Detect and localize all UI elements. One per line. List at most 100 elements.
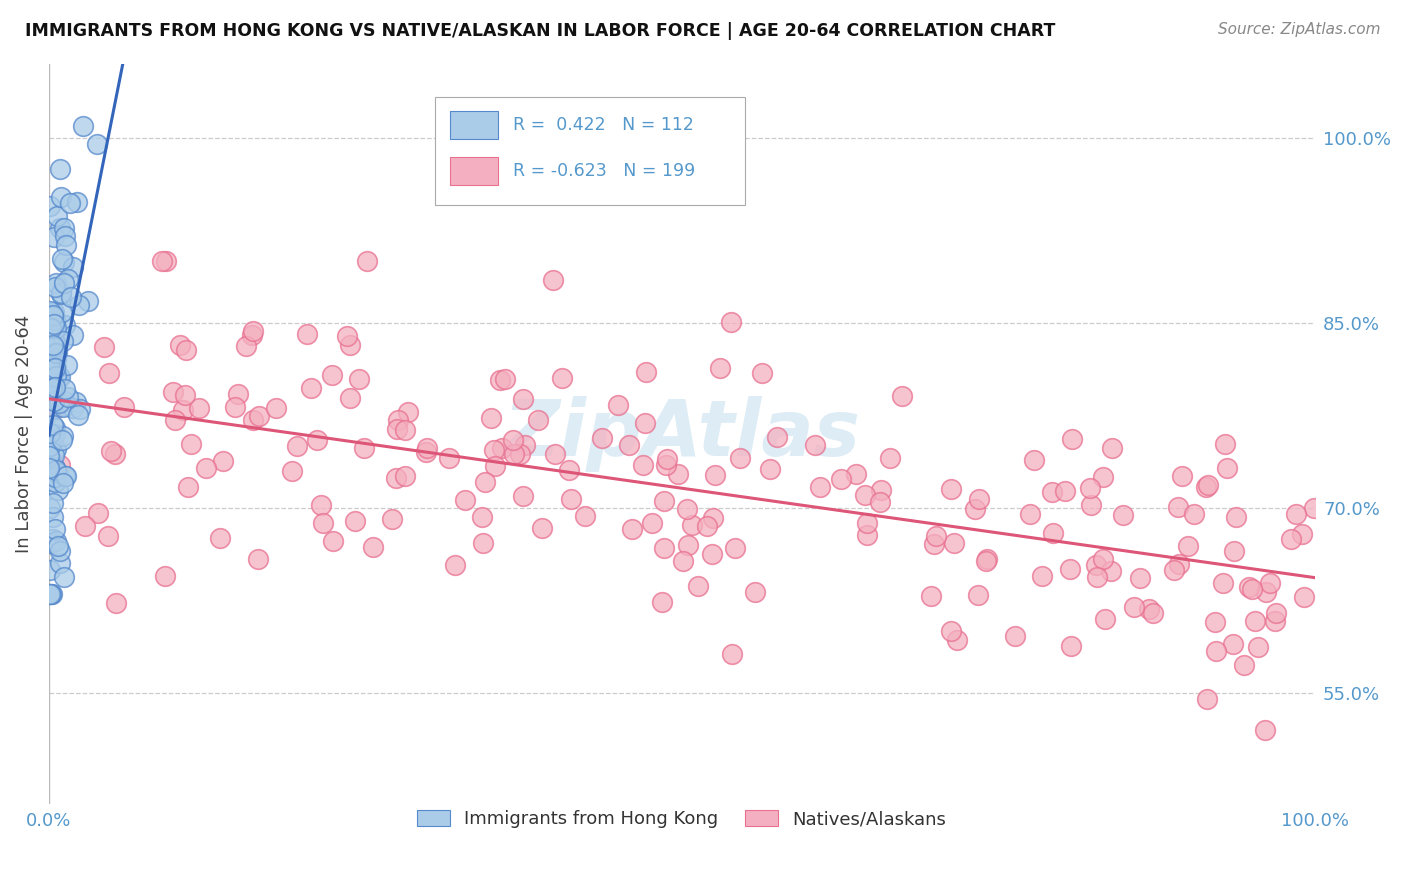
Point xyxy=(41,475,63,489)
Point xyxy=(1167,500,1189,514)
Point xyxy=(1080,498,1102,512)
Point xyxy=(416,441,439,455)
Point xyxy=(55,238,77,252)
Point xyxy=(633,458,655,473)
Point xyxy=(45,534,67,549)
Point xyxy=(53,229,76,244)
Point xyxy=(479,411,502,425)
Point xyxy=(1019,507,1042,521)
Point xyxy=(52,334,75,348)
Point xyxy=(1244,614,1267,628)
Point xyxy=(339,338,361,352)
Point xyxy=(976,554,998,568)
Point xyxy=(41,360,63,375)
Point xyxy=(1099,564,1122,578)
Point xyxy=(921,589,943,603)
Point xyxy=(163,413,186,427)
Point xyxy=(1059,562,1081,576)
Point xyxy=(42,304,65,318)
Point xyxy=(55,469,77,483)
Point xyxy=(869,495,891,509)
Point xyxy=(855,516,877,530)
Point xyxy=(491,442,513,456)
Point xyxy=(162,385,184,400)
Point xyxy=(45,348,67,362)
Point xyxy=(177,480,200,494)
Point xyxy=(1204,615,1226,629)
Point xyxy=(484,458,506,473)
Point xyxy=(235,338,257,352)
Point xyxy=(724,541,747,556)
Point xyxy=(299,381,322,395)
Point xyxy=(676,538,699,552)
Point xyxy=(44,462,66,476)
Point xyxy=(86,137,108,152)
Point xyxy=(1022,452,1045,467)
Point xyxy=(512,489,534,503)
Point xyxy=(39,587,62,601)
Point xyxy=(44,393,66,408)
Point xyxy=(49,544,72,558)
Point xyxy=(1197,478,1219,492)
Point xyxy=(208,531,231,545)
Point xyxy=(804,438,827,452)
Point xyxy=(41,434,63,449)
Point xyxy=(38,587,60,601)
Point xyxy=(1004,629,1026,643)
Point xyxy=(226,387,249,401)
Point xyxy=(45,361,67,376)
Point xyxy=(309,498,332,512)
Point xyxy=(281,464,304,478)
Point xyxy=(56,358,79,372)
Point xyxy=(66,195,89,210)
Point xyxy=(1092,470,1115,484)
Text: R =  0.422   N = 112: R = 0.422 N = 112 xyxy=(513,117,695,135)
Point xyxy=(686,579,709,593)
Point xyxy=(97,529,120,543)
Point xyxy=(443,558,465,572)
Point xyxy=(264,401,287,415)
Point xyxy=(39,500,62,515)
Point xyxy=(59,195,82,210)
Point xyxy=(45,321,67,335)
Point xyxy=(38,199,60,213)
Point xyxy=(41,309,63,323)
Point xyxy=(495,372,517,386)
Point xyxy=(39,536,62,550)
Legend: Immigrants from Hong Kong, Natives/Alaskans: Immigrants from Hong Kong, Natives/Alask… xyxy=(411,803,953,835)
Point xyxy=(385,471,408,485)
Point xyxy=(39,321,62,335)
Point xyxy=(942,536,965,550)
Point xyxy=(53,276,76,290)
Point xyxy=(963,502,986,516)
Point xyxy=(39,360,62,375)
Point xyxy=(720,647,742,661)
Point xyxy=(1129,571,1152,585)
Point xyxy=(1195,480,1218,494)
Point xyxy=(42,308,65,322)
Point xyxy=(1163,563,1185,577)
Point xyxy=(1053,484,1076,499)
Point xyxy=(49,557,72,571)
Point xyxy=(1216,461,1239,475)
Point xyxy=(322,533,344,548)
Point xyxy=(666,467,689,482)
Point xyxy=(654,541,676,556)
Point xyxy=(641,516,664,530)
Point xyxy=(42,363,65,377)
Point xyxy=(104,596,127,610)
Point xyxy=(471,510,494,524)
Point xyxy=(946,632,969,647)
Point xyxy=(53,254,76,268)
Point xyxy=(42,496,65,510)
Point xyxy=(482,443,505,458)
Point xyxy=(591,431,613,445)
Point xyxy=(967,491,990,506)
Point xyxy=(1232,658,1254,673)
Y-axis label: In Labor Force | Age 20-64: In Labor Force | Age 20-64 xyxy=(15,315,32,553)
Point xyxy=(247,409,270,423)
Point xyxy=(976,552,998,566)
Point xyxy=(38,460,60,475)
Point xyxy=(73,518,96,533)
Text: Source: ZipAtlas.com: Source: ZipAtlas.com xyxy=(1218,22,1381,37)
